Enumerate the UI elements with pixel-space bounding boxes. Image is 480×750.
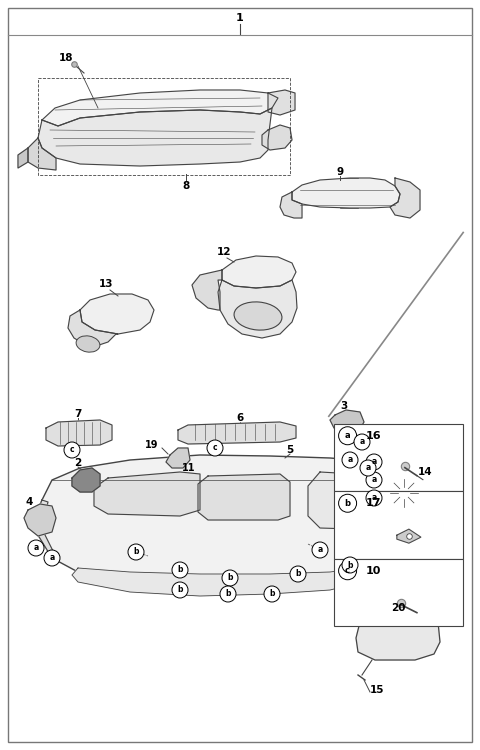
Text: 16: 16 [366,430,381,441]
Ellipse shape [76,336,100,352]
Circle shape [342,557,358,573]
Circle shape [207,440,223,456]
Text: 3: 3 [340,401,348,411]
Circle shape [290,566,306,582]
Text: 6: 6 [236,413,244,423]
Text: c: c [70,446,74,454]
Circle shape [28,540,44,556]
Text: 18: 18 [59,53,73,63]
Circle shape [222,570,238,586]
Circle shape [338,427,357,445]
Text: 12: 12 [217,247,231,257]
Text: a: a [372,476,377,484]
Text: a: a [34,544,38,553]
Text: 19: 19 [144,440,158,450]
Polygon shape [280,192,302,218]
Circle shape [220,586,236,602]
Polygon shape [28,138,56,170]
Circle shape [338,494,357,512]
Text: 9: 9 [336,167,344,177]
Text: c: c [213,443,217,452]
Polygon shape [38,455,408,590]
Polygon shape [384,476,424,510]
Text: 17: 17 [366,498,381,508]
Text: 7: 7 [74,409,82,419]
Polygon shape [222,256,296,288]
Text: 8: 8 [182,181,190,191]
Circle shape [366,454,382,470]
Polygon shape [80,294,154,334]
Circle shape [366,472,382,488]
Text: a: a [372,494,377,502]
Polygon shape [178,422,296,444]
Circle shape [312,542,328,558]
Text: a: a [360,437,365,446]
Text: 10: 10 [366,566,381,576]
Text: 13: 13 [99,279,113,289]
Polygon shape [72,468,100,492]
Bar [334,559,463,626]
Polygon shape [18,148,28,168]
Circle shape [172,582,188,598]
Text: 11: 11 [182,463,195,473]
Text: b: b [177,586,183,595]
Polygon shape [330,410,364,434]
Polygon shape [24,504,56,536]
Polygon shape [308,472,400,530]
Circle shape [44,550,60,566]
Polygon shape [192,270,222,310]
Text: 15: 15 [370,685,384,695]
Polygon shape [397,530,421,543]
Text: 2: 2 [74,458,82,468]
Circle shape [338,562,357,580]
Polygon shape [46,420,112,446]
Text: a: a [317,545,323,554]
Polygon shape [94,472,200,516]
Text: 5: 5 [287,445,294,455]
Text: b: b [347,560,353,569]
Text: a: a [345,431,350,440]
Polygon shape [166,448,190,468]
Polygon shape [68,310,118,346]
Ellipse shape [234,302,282,330]
Circle shape [64,442,80,458]
Text: c: c [345,566,350,575]
Circle shape [172,562,188,578]
Polygon shape [356,614,440,660]
Polygon shape [218,280,297,338]
Polygon shape [268,90,295,115]
Circle shape [342,452,358,468]
Text: b: b [225,590,231,598]
Polygon shape [292,178,400,208]
Text: 14: 14 [418,467,432,477]
Circle shape [360,460,376,476]
Text: b: b [269,590,275,598]
Circle shape [354,434,370,450]
Circle shape [128,544,144,560]
Polygon shape [390,178,420,218]
Polygon shape [42,90,278,126]
Text: b: b [295,569,301,578]
Text: 20: 20 [391,603,405,613]
Text: a: a [348,455,353,464]
Polygon shape [38,108,272,166]
Polygon shape [262,125,292,150]
Text: b: b [227,574,233,583]
Circle shape [264,586,280,602]
Bar [334,491,463,559]
Text: b: b [177,566,183,574]
Text: b: b [133,548,139,556]
Text: a: a [49,554,55,562]
Polygon shape [38,500,55,558]
Polygon shape [72,565,380,596]
Text: a: a [372,458,377,466]
Text: a: a [365,464,371,472]
Polygon shape [198,474,290,520]
Text: 4: 4 [25,497,32,507]
Text: 1: 1 [236,13,244,23]
Text: b: b [345,499,350,508]
Circle shape [366,490,382,506]
Bar [334,424,463,491]
